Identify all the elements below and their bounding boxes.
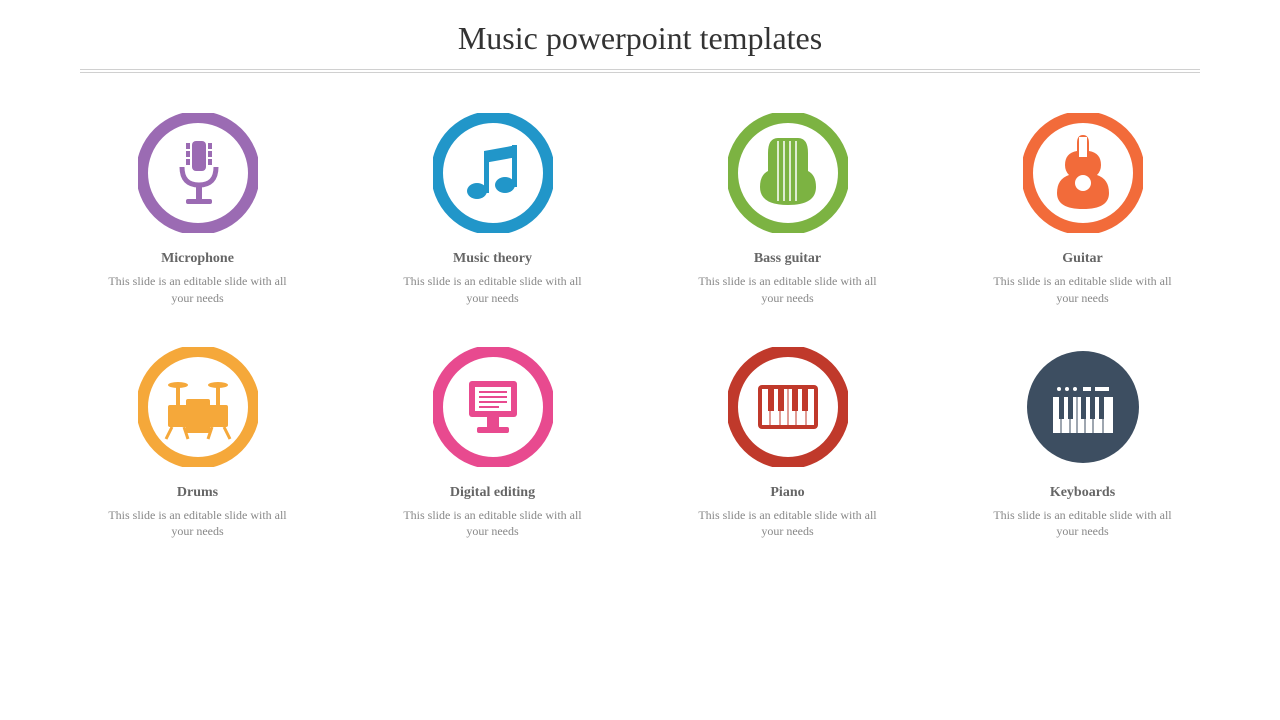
item-label: Keyboards bbox=[1050, 485, 1115, 501]
item-guitar: Guitar This slide is an editable slide w… bbox=[965, 113, 1200, 307]
item-desc: This slide is an editable slide with all… bbox=[403, 273, 583, 307]
item-desc: This slide is an editable slide with all… bbox=[108, 507, 288, 541]
item-desc: This slide is an editable slide with all… bbox=[993, 507, 1173, 541]
bass-guitar-icon bbox=[728, 113, 848, 233]
item-label: Guitar bbox=[1062, 251, 1102, 267]
item-desc: This slide is an editable slide with all… bbox=[993, 273, 1173, 307]
item-music-theory: Music theory This slide is an editable s… bbox=[375, 113, 610, 307]
page-title: Music powerpoint templates bbox=[80, 20, 1200, 57]
keyboard-icon bbox=[1023, 347, 1143, 467]
item-desc: This slide is an editable slide with all… bbox=[698, 507, 878, 541]
item-label: Music theory bbox=[453, 251, 532, 267]
item-keyboards: Keyboards This slide is an editable slid… bbox=[965, 347, 1200, 541]
item-drums: Drums This slide is an editable slide wi… bbox=[80, 347, 315, 541]
item-microphone: Microphone This slide is an editable sli… bbox=[80, 113, 315, 307]
item-label: Piano bbox=[770, 485, 804, 501]
item-desc: This slide is an editable slide with all… bbox=[403, 507, 583, 541]
item-label: Bass guitar bbox=[754, 251, 821, 267]
item-label: Digital editing bbox=[450, 485, 535, 501]
guitar-icon bbox=[1023, 113, 1143, 233]
divider bbox=[80, 69, 1200, 70]
piano-icon bbox=[728, 347, 848, 467]
item-desc: This slide is an editable slide with all… bbox=[108, 273, 288, 307]
item-digital-editing: Digital editing This slide is an editabl… bbox=[375, 347, 610, 541]
microphone-icon bbox=[138, 113, 258, 233]
divider bbox=[80, 72, 1200, 73]
item-piano: Piano This slide is an editable slide wi… bbox=[670, 347, 905, 541]
item-bass-guitar: Bass guitar This slide is an editable sl… bbox=[670, 113, 905, 307]
music-note-icon bbox=[433, 113, 553, 233]
drums-icon bbox=[138, 347, 258, 467]
item-desc: This slide is an editable slide with all… bbox=[698, 273, 878, 307]
item-label: Microphone bbox=[161, 251, 234, 267]
icon-grid: Microphone This slide is an editable sli… bbox=[80, 113, 1200, 540]
item-label: Drums bbox=[177, 485, 218, 501]
monitor-icon bbox=[433, 347, 553, 467]
